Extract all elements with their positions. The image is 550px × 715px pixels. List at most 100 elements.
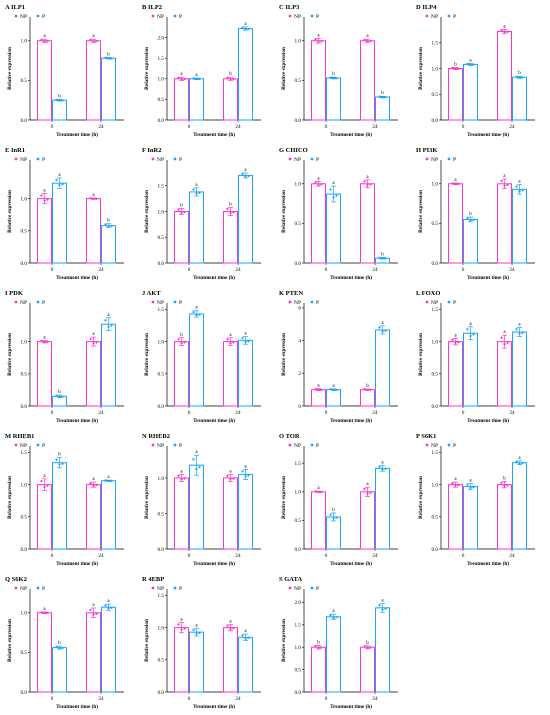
significance-label: b <box>58 453 61 458</box>
x-axis-label: Treatment time (h) <box>56 274 98 281</box>
bar-np <box>497 484 512 550</box>
bar-np <box>497 30 512 121</box>
bar-p <box>512 76 527 121</box>
y-tick-label: 1.5 <box>158 184 165 190</box>
bar-np <box>311 646 326 693</box>
data-point <box>46 340 49 343</box>
panel-title: A ILP1 <box>5 4 25 11</box>
y-tick-label: 0.5 <box>21 515 28 521</box>
data-point <box>329 76 332 79</box>
legend-label-np: NP <box>20 586 27 592</box>
y-axis-label: Relative expression <box>144 619 150 662</box>
y-tick-label: 0.0 <box>158 261 165 267</box>
significance-label: b <box>229 202 232 207</box>
bar-np <box>174 477 189 550</box>
legend-marker-np <box>151 157 155 161</box>
significance-label: a <box>107 475 110 480</box>
y-axis-label: Relative expression <box>7 619 13 662</box>
bar-p <box>375 96 390 121</box>
data-point <box>317 183 320 186</box>
data-point <box>363 38 366 41</box>
significance-label: a <box>381 321 384 326</box>
x-axis-label: Treatment time (h) <box>330 131 372 138</box>
data-point <box>89 608 92 612</box>
data-point <box>104 319 107 322</box>
data-point <box>177 76 180 79</box>
data-point <box>363 388 366 391</box>
data-point <box>177 474 180 477</box>
data-point <box>92 613 95 616</box>
y-tick-label: 1.5 <box>295 461 302 467</box>
data-point <box>521 189 524 192</box>
data-point <box>314 38 317 41</box>
data-point <box>198 631 201 635</box>
legend-label-p: P <box>316 443 319 449</box>
chart-panel: N RHEB2 NP P 0.0 0.5 1.0 Relative expression Tr… <box>142 433 261 567</box>
data-point <box>320 646 323 649</box>
data-point <box>366 40 369 43</box>
data-point <box>332 517 335 520</box>
data-point <box>195 314 198 317</box>
bar-p <box>238 174 253 264</box>
data-point <box>43 611 46 615</box>
data-point <box>183 627 186 630</box>
bar-np <box>37 198 52 264</box>
y-tick-label: 0.5 <box>21 372 28 378</box>
bar-np <box>223 477 238 550</box>
significance-label: a <box>107 313 110 318</box>
data-point <box>506 183 509 186</box>
data-point <box>183 211 186 214</box>
data-point <box>232 341 235 344</box>
data-point <box>515 328 518 331</box>
y-axis-label: Relative expression <box>7 47 13 90</box>
data-point <box>46 484 49 487</box>
significance-label: a <box>92 193 95 198</box>
significance-label: a <box>317 33 320 38</box>
legend-marker-p <box>310 157 314 161</box>
chart-panel: J AKT NP P 0.0 0.5 1.0 1.5 Relative expression T… <box>142 290 261 424</box>
x-tick-label: 6 <box>462 410 465 416</box>
bar-p <box>326 389 341 407</box>
data-point <box>378 256 381 259</box>
panel-title: O TOR <box>279 433 300 440</box>
bar-p <box>463 332 478 407</box>
y-tick-label: 1.0 <box>21 196 28 202</box>
significance-label: a <box>366 482 369 487</box>
bar-p <box>238 473 253 550</box>
legend-label-np: NP <box>157 443 164 449</box>
data-point <box>58 99 61 102</box>
chart-panel: C ILP3 NP P 0.0 0.5 1.0 Relative expression Tre… <box>279 4 398 138</box>
significance-label: a <box>195 73 198 78</box>
legend-marker-np <box>151 14 155 18</box>
bar-p <box>512 462 527 550</box>
significance-label: a <box>469 322 472 327</box>
bar-np <box>497 341 512 407</box>
data-point <box>332 77 335 80</box>
legend-label-p: P <box>42 14 45 20</box>
data-point <box>317 40 320 43</box>
significance-label: b <box>58 390 61 395</box>
data-point <box>317 490 320 494</box>
y-tick-label: 1.5 <box>158 593 165 599</box>
x-tick-label: 24 <box>235 267 241 273</box>
significance-label: a <box>366 34 369 39</box>
data-point <box>104 479 107 482</box>
bar-p <box>463 486 478 550</box>
significance-label: a <box>195 306 198 311</box>
data-point <box>329 614 332 617</box>
bar-np <box>37 484 52 550</box>
data-point <box>317 646 320 650</box>
bar-p <box>238 636 253 693</box>
data-point <box>55 645 58 648</box>
bar-p <box>326 616 341 693</box>
significance-label: a <box>317 384 320 389</box>
bar-np <box>448 68 463 121</box>
data-point <box>506 484 509 487</box>
data-point <box>369 646 372 649</box>
data-point <box>384 257 387 260</box>
significance-label: b <box>229 72 232 77</box>
x-tick-label: 6 <box>325 267 328 273</box>
data-point <box>451 481 454 485</box>
data-point <box>384 467 387 470</box>
data-point <box>110 224 113 228</box>
